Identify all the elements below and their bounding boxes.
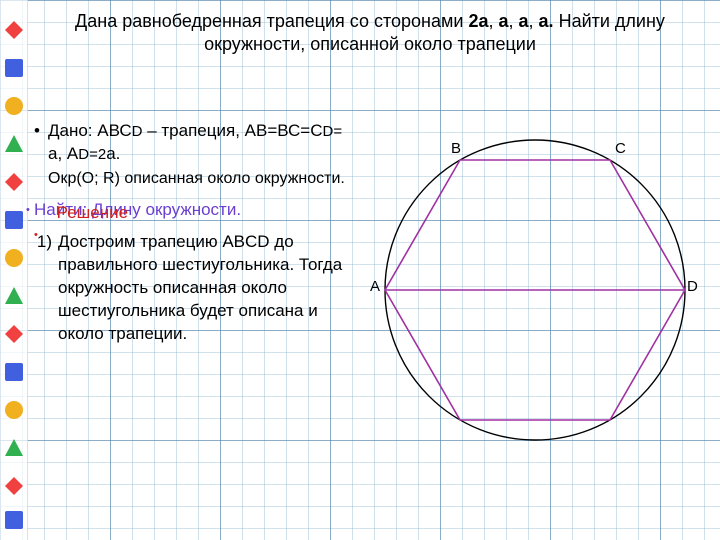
deco-circle: [4, 96, 24, 116]
deco-square: [4, 210, 24, 230]
deco-triangle: [4, 134, 24, 154]
solution-step-1: 1) Достроим трапецию ABCD до правильного…: [34, 231, 354, 346]
deco-triangle: [4, 286, 24, 306]
deco-diamond: [4, 20, 24, 40]
deco-diamond: [4, 172, 24, 192]
problem-title: Дана равнобедренная трапеция со сторонам…: [40, 10, 700, 57]
step-body: Достроим трапецию ABCD до правильного ше…: [58, 231, 354, 346]
deco-diamond: [4, 476, 24, 496]
deco-circle: [4, 248, 24, 268]
deco-diamond: [4, 324, 24, 344]
solution-label: Решение: [57, 203, 128, 222]
vertex-D: D: [687, 278, 698, 295]
given-text: Дано: АВСD – трапеция, АВ=ВС=СD= а, АD=2…: [48, 121, 342, 163]
diagram: A B C D: [365, 120, 705, 460]
vertex-A: A: [370, 278, 380, 295]
deco-circle: [4, 400, 24, 420]
vertex-B: B: [451, 140, 461, 157]
vertex-C: C: [615, 140, 626, 157]
deco-triangle: [4, 438, 24, 458]
deco-square: [4, 58, 24, 78]
given-line: • Дано: АВСD – трапеция, АВ=ВС=СD= а, АD…: [34, 120, 354, 166]
deco-square: [4, 510, 24, 530]
diagram-svg: [365, 120, 705, 460]
find-bullet: •: [26, 203, 30, 218]
left-shape-strip: [0, 0, 28, 540]
deco-square: [4, 362, 24, 382]
given-line-2: Окр(О; R) описанная около окружности.: [48, 168, 354, 190]
step-number: 1): [34, 231, 58, 346]
content-left: • Дано: АВСD – трапеция, АВ=ВС=СD= а, АD…: [34, 120, 354, 346]
